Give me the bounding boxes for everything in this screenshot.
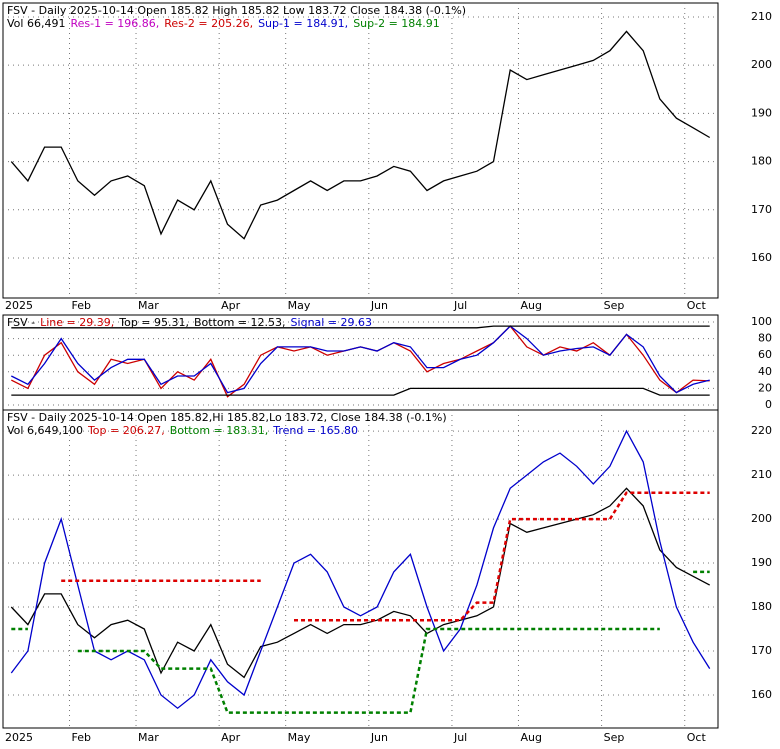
- y-tick-label: 160: [751, 251, 772, 264]
- y-tick-label: 210: [751, 468, 772, 481]
- y-tick-label: 60: [758, 348, 772, 361]
- series-line: [11, 570, 710, 714]
- header-item: Top = 95.31,: [118, 316, 189, 329]
- header-line: FSV - Daily 2025-10-14 Open 185.82 High …: [7, 4, 466, 17]
- y-tick-label: 200: [751, 58, 772, 71]
- x-tick-label: Oct: [687, 299, 707, 312]
- x-tick-label: Jun: [370, 731, 388, 744]
- x-tick-label: Feb: [72, 299, 91, 312]
- x-tick-label: Sep: [604, 731, 625, 744]
- header-item: Top = 206.27,: [87, 424, 165, 437]
- y-tick-label: 200: [751, 512, 772, 525]
- header-item: Vol 66,491: [7, 17, 65, 30]
- y-tick-label: 160: [751, 688, 772, 701]
- x-tick-label: 2025: [5, 731, 33, 744]
- series-line: [10, 30, 711, 240]
- header-item: Res-2 = 205.26,: [164, 17, 253, 30]
- series-line: [11, 325, 710, 394]
- series-line: [10, 429, 711, 710]
- header-item: Sup-2 = 184.91: [353, 17, 440, 30]
- header-item: Line = 29.39,: [40, 316, 114, 329]
- x-tick-label: Oct: [687, 731, 707, 744]
- y-tick-label: 40: [758, 365, 772, 378]
- y-tick-label: 20: [758, 381, 772, 394]
- x-tick-label: Mar: [138, 299, 159, 312]
- header-item: FSV - Daily 2025-10-14 Open 185.82,Hi 18…: [7, 411, 447, 424]
- x-tick-label: Mar: [138, 731, 159, 744]
- x-tick-label: Apr: [221, 731, 241, 744]
- x-tick-label: Feb: [72, 731, 91, 744]
- header-line: FSV - Daily 2025-10-14 Open 185.82,Hi 18…: [7, 411, 447, 424]
- x-tick-label: Apr: [221, 299, 241, 312]
- y-tick-label: 190: [751, 556, 772, 569]
- header-item: Trend = 165.80: [272, 424, 358, 437]
- x-tick-label: May: [288, 299, 311, 312]
- y-tick-label: 0: [765, 398, 772, 411]
- header-line: Vol 66,491 Res-1 = 196.86, Res-2 = 205.26,…: [7, 17, 440, 30]
- series-line: [11, 325, 710, 398]
- trend-panel-frame: [2, 409, 719, 729]
- series-line: [11, 325, 710, 329]
- header-item: Vol 6,649,100: [7, 424, 83, 437]
- x-tick-label: Jun: [370, 299, 388, 312]
- header-item: Sup-1 = 184.91,: [258, 17, 348, 30]
- series-line: [11, 387, 710, 396]
- price-panel-frame: [2, 2, 719, 299]
- header-item: FSV -: [7, 316, 35, 329]
- y-tick-label: 190: [751, 106, 772, 119]
- x-tick-label: 2025: [5, 299, 33, 312]
- y-tick-label: 80: [758, 332, 772, 345]
- x-tick-label: Aug: [520, 299, 541, 312]
- series-line: [10, 487, 711, 679]
- series-line: [61, 491, 710, 622]
- x-tick-label: Jul: [453, 299, 467, 312]
- x-tick-label: May: [288, 731, 311, 744]
- y-tick-label: 180: [751, 600, 772, 613]
- y-tick-label: 210: [751, 10, 772, 23]
- y-tick-label: 180: [751, 155, 772, 168]
- y-tick-label: 170: [751, 644, 772, 657]
- y-tick-label: 220: [751, 424, 772, 437]
- header-item: Res-1 = 196.86,: [70, 17, 159, 30]
- header-item: Bottom = 12.53,: [194, 316, 286, 329]
- header-item: Bottom = 183.31,: [170, 424, 269, 437]
- y-tick-label: 170: [751, 203, 772, 216]
- x-tick-label: Aug: [520, 731, 541, 744]
- header-item: FSV - Daily 2025-10-14 Open 185.82 High …: [7, 4, 466, 17]
- header-line: Vol 6,649,100 Top = 206.27, Bottom = 183.3…: [7, 424, 358, 437]
- x-tick-label: Jul: [453, 731, 467, 744]
- header-line: FSV - Line = 29.39, Top = 95.31, Bottom = 1…: [7, 316, 372, 329]
- x-tick-label: Sep: [604, 299, 625, 312]
- y-tick-label: 100: [751, 315, 772, 328]
- header-item: Signal = 29.63: [291, 316, 373, 329]
